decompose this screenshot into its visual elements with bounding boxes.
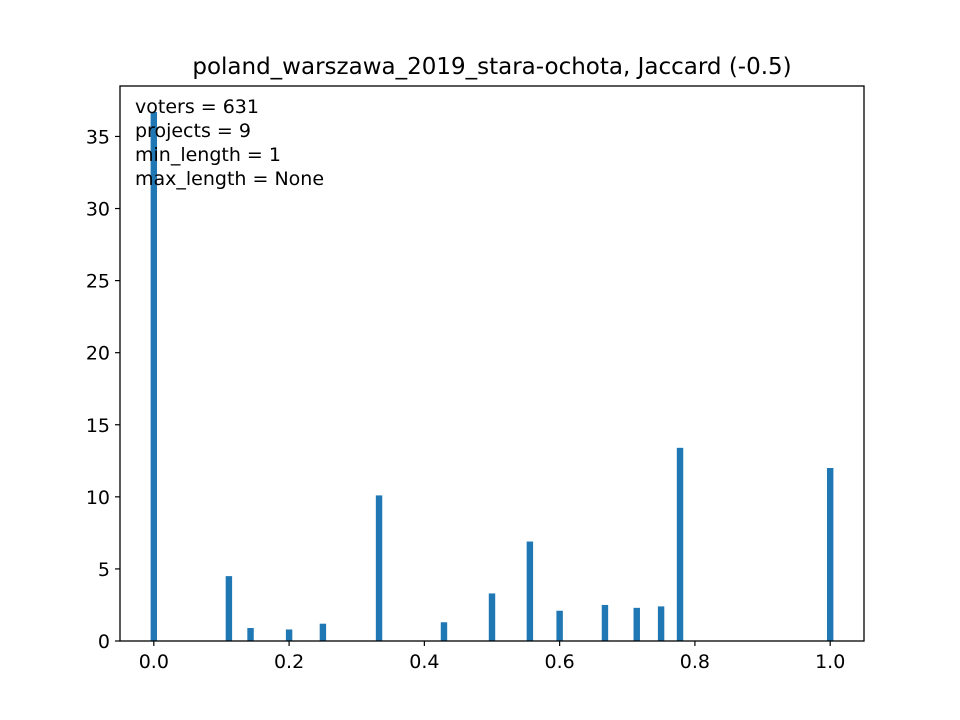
bar [285, 629, 293, 641]
bar [676, 447, 684, 641]
y-tick-label: 5 [98, 559, 110, 581]
bar [440, 622, 448, 641]
chart-title: poland_warszawa_2019_stara-ochota, Jacca… [192, 54, 791, 80]
bar [826, 468, 834, 641]
bar [633, 607, 640, 641]
annotation-line: min_length = 1 [135, 144, 281, 166]
bars-group [150, 111, 834, 641]
y-tick-label: 15 [86, 415, 110, 437]
bar [657, 606, 665, 641]
x-tick-label: 0.2 [274, 651, 304, 673]
bar [319, 623, 327, 641]
y-tick-label: 25 [86, 271, 110, 293]
bar [526, 541, 534, 641]
bar [488, 593, 496, 641]
x-tick-label: 0.8 [680, 651, 710, 673]
y-tick-label: 35 [86, 126, 110, 148]
bar [225, 576, 233, 641]
y-tick-label: 20 [86, 343, 110, 365]
x-tick-label: 0.0 [139, 651, 169, 673]
bar [150, 111, 158, 641]
x-tick-label: 0.4 [409, 651, 439, 673]
x-tick-label: 1.0 [815, 651, 845, 673]
bar [375, 495, 383, 641]
y-tick-label: 30 [86, 199, 110, 221]
bar [556, 610, 563, 641]
bar [247, 628, 254, 641]
bar [601, 604, 609, 641]
annotation-line: voters = 631 [135, 96, 259, 118]
y-tick-label: 10 [86, 487, 110, 509]
annotation-line: max_length = None [135, 168, 324, 190]
annotation-line: projects = 9 [135, 120, 251, 142]
x-tick-label: 0.6 [545, 651, 575, 673]
x-axis: 0.0 0.2 0.4 0.6 0.8 1.0 [139, 641, 845, 673]
y-axis: 0 5 10 15 20 25 30 35 [86, 126, 120, 653]
plot-frame [119, 85, 865, 642]
y-tick-label: 0 [98, 631, 110, 653]
